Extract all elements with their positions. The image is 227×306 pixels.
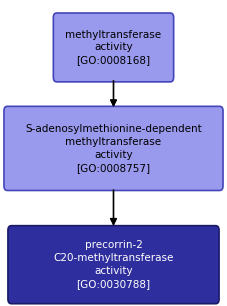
FancyBboxPatch shape	[4, 106, 223, 190]
FancyBboxPatch shape	[53, 13, 174, 82]
Text: precorrin-2
C20-methyltransferase
activity
[GO:0030788]: precorrin-2 C20-methyltransferase activi…	[53, 241, 174, 289]
Text: S-adenosylmethionine-dependent
methyltransferase
activity
[GO:0008757]: S-adenosylmethionine-dependent methyltra…	[25, 124, 202, 173]
FancyBboxPatch shape	[8, 226, 219, 304]
Text: methyltransferase
activity
[GO:0008168]: methyltransferase activity [GO:0008168]	[65, 30, 162, 65]
